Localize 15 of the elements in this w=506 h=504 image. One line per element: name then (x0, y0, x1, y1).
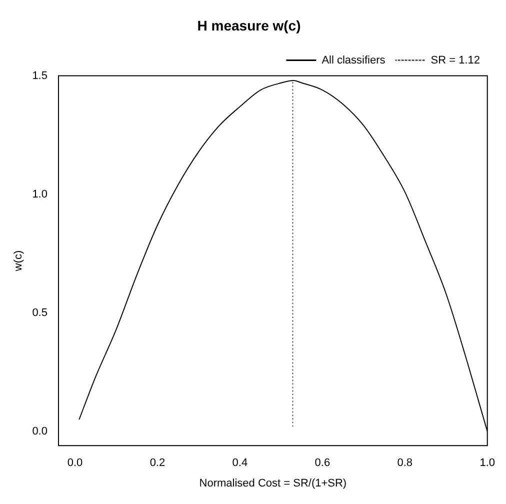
x-tick-label: 0.2 (150, 457, 166, 470)
x-tick-label: 1.0 (480, 457, 496, 470)
chart-title: H measure w(c) (197, 17, 301, 34)
x-axis-title: Normalised Cost = SR/(1+SR) (199, 477, 347, 490)
legend-label: SR = 1.12 (430, 54, 480, 66)
y-tick-label: 0.0 (32, 425, 48, 438)
x-tick-label: 0.8 (397, 457, 413, 470)
y-tick-label: 1.5 (32, 70, 48, 82)
x-tick-label: 0.6 (314, 457, 330, 470)
y-tick-label: 0.5 (32, 306, 48, 319)
x-tick-label: 0.4 (232, 457, 248, 470)
legend-label: All classifiers (322, 54, 386, 66)
x-tick-label: 0.0 (67, 457, 83, 470)
y-tick-label: 1.0 (32, 188, 48, 200)
y-axis-title: w(c) (12, 250, 25, 272)
